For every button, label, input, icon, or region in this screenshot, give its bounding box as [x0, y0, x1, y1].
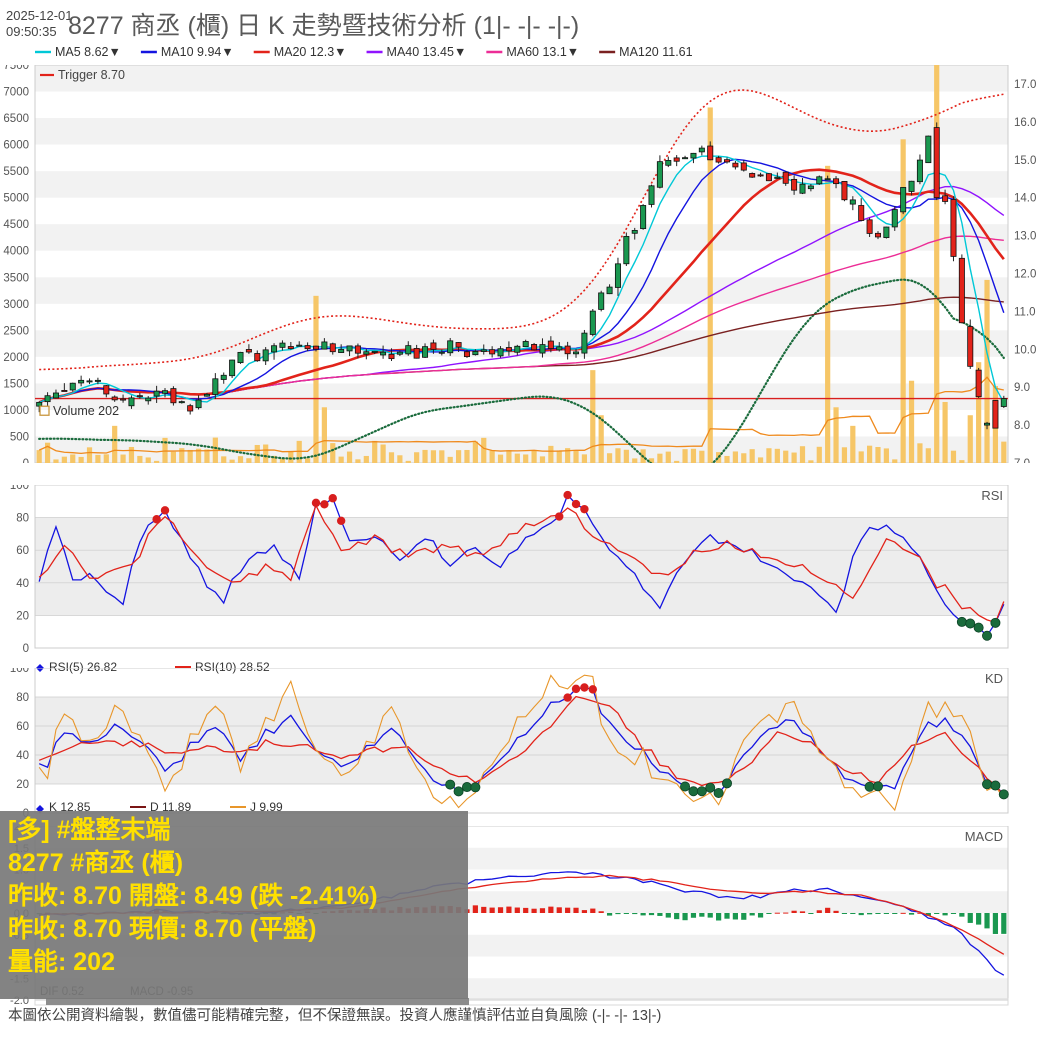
svg-text:[多] #盤整末端: [多] #盤整末端 — [8, 816, 171, 844]
svg-text:80: 80 — [16, 692, 29, 704]
svg-text:5000: 5000 — [3, 193, 29, 205]
svg-text:6500: 6500 — [3, 113, 29, 125]
svg-text:MA5 8.62▼: MA5 8.62▼ — [55, 45, 121, 58]
svg-text:20: 20 — [16, 779, 29, 791]
svg-text:1000: 1000 — [3, 405, 29, 417]
svg-text:昨收: 8.70 現價: 8.70 (平盤): 昨收: 8.70 現價: 8.70 (平盤) — [8, 915, 316, 943]
svg-text:40: 40 — [16, 578, 29, 590]
svg-text:0: 0 — [23, 458, 29, 463]
svg-text:MA120 11.61: MA120 11.61 — [619, 45, 692, 58]
svg-text:6000: 6000 — [3, 140, 29, 152]
svg-text:13.0: 13.0 — [1014, 231, 1036, 243]
svg-text:9.0: 9.0 — [1014, 382, 1030, 394]
svg-text:5500: 5500 — [3, 166, 29, 178]
svg-text:昨收: 8.70 開盤: 8.49 (跌 -2.41%): 昨收: 8.70 開盤: 8.49 (跌 -2.41%) — [8, 882, 378, 910]
svg-text:20: 20 — [16, 610, 29, 622]
svg-text:RSI: RSI — [981, 488, 1003, 503]
svg-text:15.0: 15.0 — [1014, 155, 1036, 167]
svg-text:14.0: 14.0 — [1014, 193, 1036, 205]
svg-text:7000: 7000 — [3, 87, 29, 99]
svg-text:3500: 3500 — [3, 272, 29, 284]
svg-text:60: 60 — [16, 721, 29, 733]
svg-text:量能: 202: 量能: 202 — [8, 947, 115, 976]
svg-text:Volume 202: Volume 202 — [53, 404, 119, 418]
svg-text:MA10 9.94▼: MA10 9.94▼ — [161, 45, 234, 58]
svg-text:16.0: 16.0 — [1014, 117, 1036, 129]
svg-text:MACD: MACD — [965, 829, 1003, 844]
svg-text:09:50:35: 09:50:35 — [6, 24, 57, 39]
svg-text:MA20 12.3▼: MA20 12.3▼ — [274, 45, 347, 58]
svg-text:8.0: 8.0 — [1014, 420, 1030, 432]
svg-text:17.0: 17.0 — [1014, 79, 1036, 91]
svg-text:3000: 3000 — [3, 299, 29, 311]
svg-text:10.0: 10.0 — [1014, 344, 1036, 356]
svg-text:11.0: 11.0 — [1014, 306, 1036, 318]
svg-text:100: 100 — [10, 485, 29, 492]
svg-text:8277 商丞 (櫃) 日 K 走勢暨技術分析 (1|- -: 8277 商丞 (櫃) 日 K 走勢暨技術分析 (1|- -|- -|-) — [68, 12, 579, 40]
svg-text:7500: 7500 — [3, 65, 29, 72]
svg-text:60: 60 — [16, 545, 29, 557]
svg-text:4500: 4500 — [3, 219, 29, 231]
svg-text:Trigger 8.70: Trigger 8.70 — [58, 68, 125, 82]
svg-text:1500: 1500 — [3, 378, 29, 390]
svg-text:2000: 2000 — [3, 352, 29, 364]
svg-text:本圖依公開資料繪製，數值儘可能精確完整，但不保證無誤。投資人: 本圖依公開資料繪製，數值儘可能精確完整，但不保證無誤。投資人應謹慎評估並自負風險… — [8, 1006, 661, 1024]
svg-text:KD: KD — [985, 671, 1003, 686]
svg-text:8277 #商丞 (櫃): 8277 #商丞 (櫃) — [8, 848, 183, 877]
svg-text:7.0: 7.0 — [1014, 458, 1030, 463]
svg-text:MA60 13.1▼: MA60 13.1▼ — [506, 45, 579, 58]
svg-text:100: 100 — [10, 668, 29, 675]
svg-text:2025-12-01: 2025-12-01 — [6, 8, 73, 23]
svg-text:MA40 13.45▼: MA40 13.45▼ — [387, 45, 467, 58]
svg-text:4000: 4000 — [3, 246, 29, 258]
svg-text:12.0: 12.0 — [1014, 268, 1036, 280]
svg-text:500: 500 — [10, 431, 29, 443]
svg-text:2500: 2500 — [3, 325, 29, 337]
svg-text:0: 0 — [23, 643, 29, 655]
svg-text:80: 80 — [16, 513, 29, 525]
svg-text:40: 40 — [16, 750, 29, 762]
